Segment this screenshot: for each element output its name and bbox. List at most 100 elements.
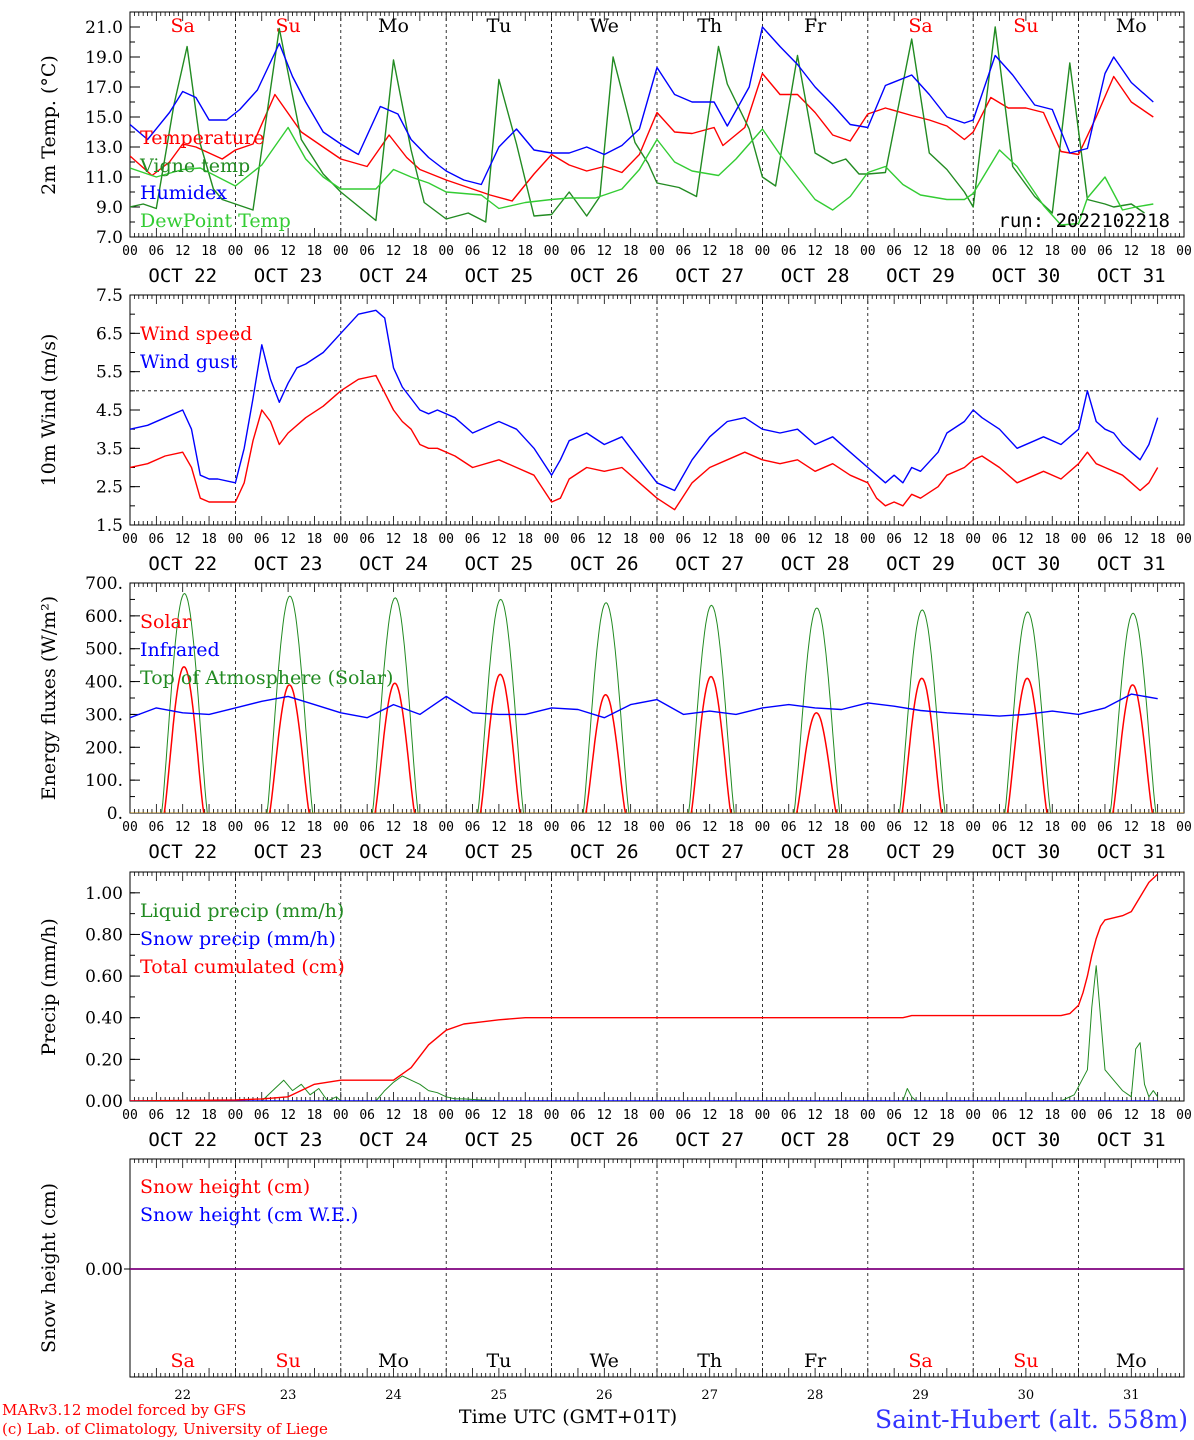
x-hour-label: 00 [228, 244, 244, 259]
y-tick-label: 7.5 [96, 286, 123, 306]
x-hour-label: 00 [122, 820, 138, 835]
x-hour-label: 12 [491, 244, 507, 259]
x-hour-label: 00 [649, 1108, 665, 1123]
x-hour-label: 00 [965, 820, 981, 835]
x-date-label: OCT 30 [992, 553, 1061, 575]
x-hour-label: 18 [517, 244, 533, 259]
x-date-label: OCT 22 [148, 1129, 217, 1151]
x-hour-label: 12 [175, 820, 191, 835]
x-hour-label: 18 [517, 1108, 533, 1123]
x-hour-label: 12 [280, 532, 296, 547]
y-tick-label: 0.20 [85, 1050, 123, 1070]
x-date-label: OCT 23 [254, 265, 323, 287]
series-line [130, 693, 1158, 719]
toa-day-curve [371, 597, 419, 813]
x-date-label: OCT 28 [781, 265, 850, 287]
y-tick-label: 17.0 [85, 78, 123, 98]
x-date-label: OCT 22 [148, 841, 217, 863]
x-hour-label: 00 [438, 1108, 454, 1123]
x-hour-label: 18 [939, 532, 955, 547]
x-hour-label: 00 [965, 532, 981, 547]
x-hour-label: 18 [201, 244, 217, 259]
legend-entry: Snow height (cm W.E.) [140, 1204, 358, 1226]
footer-model: MARv3.12 model forced by GFS [2, 1401, 246, 1419]
solar-day-curve [690, 675, 732, 813]
day-number-label: 25 [491, 1388, 508, 1403]
x-hour-label: 06 [1097, 820, 1113, 835]
x-hour-label: 12 [702, 1108, 718, 1123]
x-date-label: OCT 24 [359, 553, 428, 575]
y-axis-label: Energy fluxes (W/m²) [38, 596, 60, 800]
x-date-label: OCT 26 [570, 841, 639, 863]
x-hour-label: 00 [649, 532, 665, 547]
x-date-label: OCT 25 [465, 553, 534, 575]
x-hour-label: 00 [122, 532, 138, 547]
x-hour-label: 00 [1071, 244, 1087, 259]
weekday-label: Th [697, 1350, 722, 1372]
x-hour-label: 06 [886, 820, 902, 835]
series-line [130, 374, 1159, 511]
x-hour-label: 12 [491, 1108, 507, 1123]
x-hour-label: 00 [860, 820, 876, 835]
solar-day-curve [1112, 684, 1154, 813]
x-hour-label: 12 [702, 244, 718, 259]
x-hour-label: 12 [1018, 532, 1034, 547]
x-hour-label: 06 [359, 532, 375, 547]
y-axis-label: Precip (mm/h) [38, 918, 60, 1056]
series-line [130, 72, 1154, 202]
x-hour-label: 06 [254, 532, 270, 547]
x-date-label: OCT 26 [570, 1129, 639, 1151]
toa-day-curve [793, 607, 841, 813]
y-tick-label: 7.0 [96, 228, 123, 248]
y-tick-label: 400. [85, 673, 123, 693]
weekday-label: Sa [171, 1350, 195, 1372]
x-hour-label: 12 [913, 1108, 929, 1123]
solar-day-curve [268, 684, 310, 813]
x-hour-label: 06 [570, 820, 586, 835]
series-group [130, 873, 1159, 1101]
x-hour-label: 00 [755, 532, 771, 547]
y-tick-label: 0.00 [85, 1092, 123, 1112]
x-hour-label: 00 [1176, 244, 1192, 259]
x-hour-label: 00 [544, 532, 560, 547]
x-hour-label: 00 [1176, 820, 1192, 835]
x-hour-label: 18 [517, 820, 533, 835]
legend-entry: DewPoint Temp [140, 210, 291, 232]
x-date-label: OCT 24 [359, 841, 428, 863]
footer-copyright: (c) Lab. of Climatology, University of L… [2, 1420, 328, 1438]
x-hour-label: 06 [465, 532, 481, 547]
x-hour-label: 12 [596, 820, 612, 835]
x-hour-label: 06 [149, 1108, 165, 1123]
x-hour-label: 12 [386, 244, 402, 259]
x-date-label: OCT 25 [465, 265, 534, 287]
panel-1: 7.0 9.0 11.0 13.0 15.0 17.0 19.0 21.0 2m Temp. (… [38, 11, 1192, 287]
weekday-label: Tu [486, 1350, 511, 1372]
x-hour-label: 18 [412, 820, 428, 835]
y-tick-label: 2.5 [96, 478, 123, 498]
x-date-label: OCT 22 [148, 553, 217, 575]
legend-entry: Humidex [140, 182, 227, 204]
weekday-label: Su [275, 15, 300, 37]
x-hour-label: 06 [465, 820, 481, 835]
x-hour-label: 12 [807, 532, 823, 547]
station-name: Saint-Hubert (alt. 558m) [875, 1405, 1188, 1434]
x-hour-label: 12 [175, 1108, 191, 1123]
x-hour-label: 06 [570, 244, 586, 259]
x-hour-label: 12 [807, 1108, 823, 1123]
x-hour-label: 18 [728, 244, 744, 259]
x-date-label: OCT 27 [675, 1129, 744, 1151]
x-hour-label: 18 [939, 820, 955, 835]
x-hour-label: 00 [228, 1108, 244, 1123]
plot-frame [129, 11, 1185, 238]
legend-entry: Wind speed [140, 323, 252, 345]
x-hour-label: 06 [781, 1108, 797, 1123]
x-hour-label: 18 [1150, 244, 1166, 259]
weekday-label: Th [697, 15, 722, 37]
y-tick-label: 600. [85, 607, 123, 627]
x-hour-label: 12 [913, 820, 929, 835]
x-hour-label: 12 [702, 820, 718, 835]
toa-day-curve [898, 609, 946, 813]
legend-entry: Total cumulated (cm) [140, 956, 345, 978]
x-hour-label: 00 [1071, 532, 1087, 547]
x-hour-label: 18 [307, 532, 323, 547]
